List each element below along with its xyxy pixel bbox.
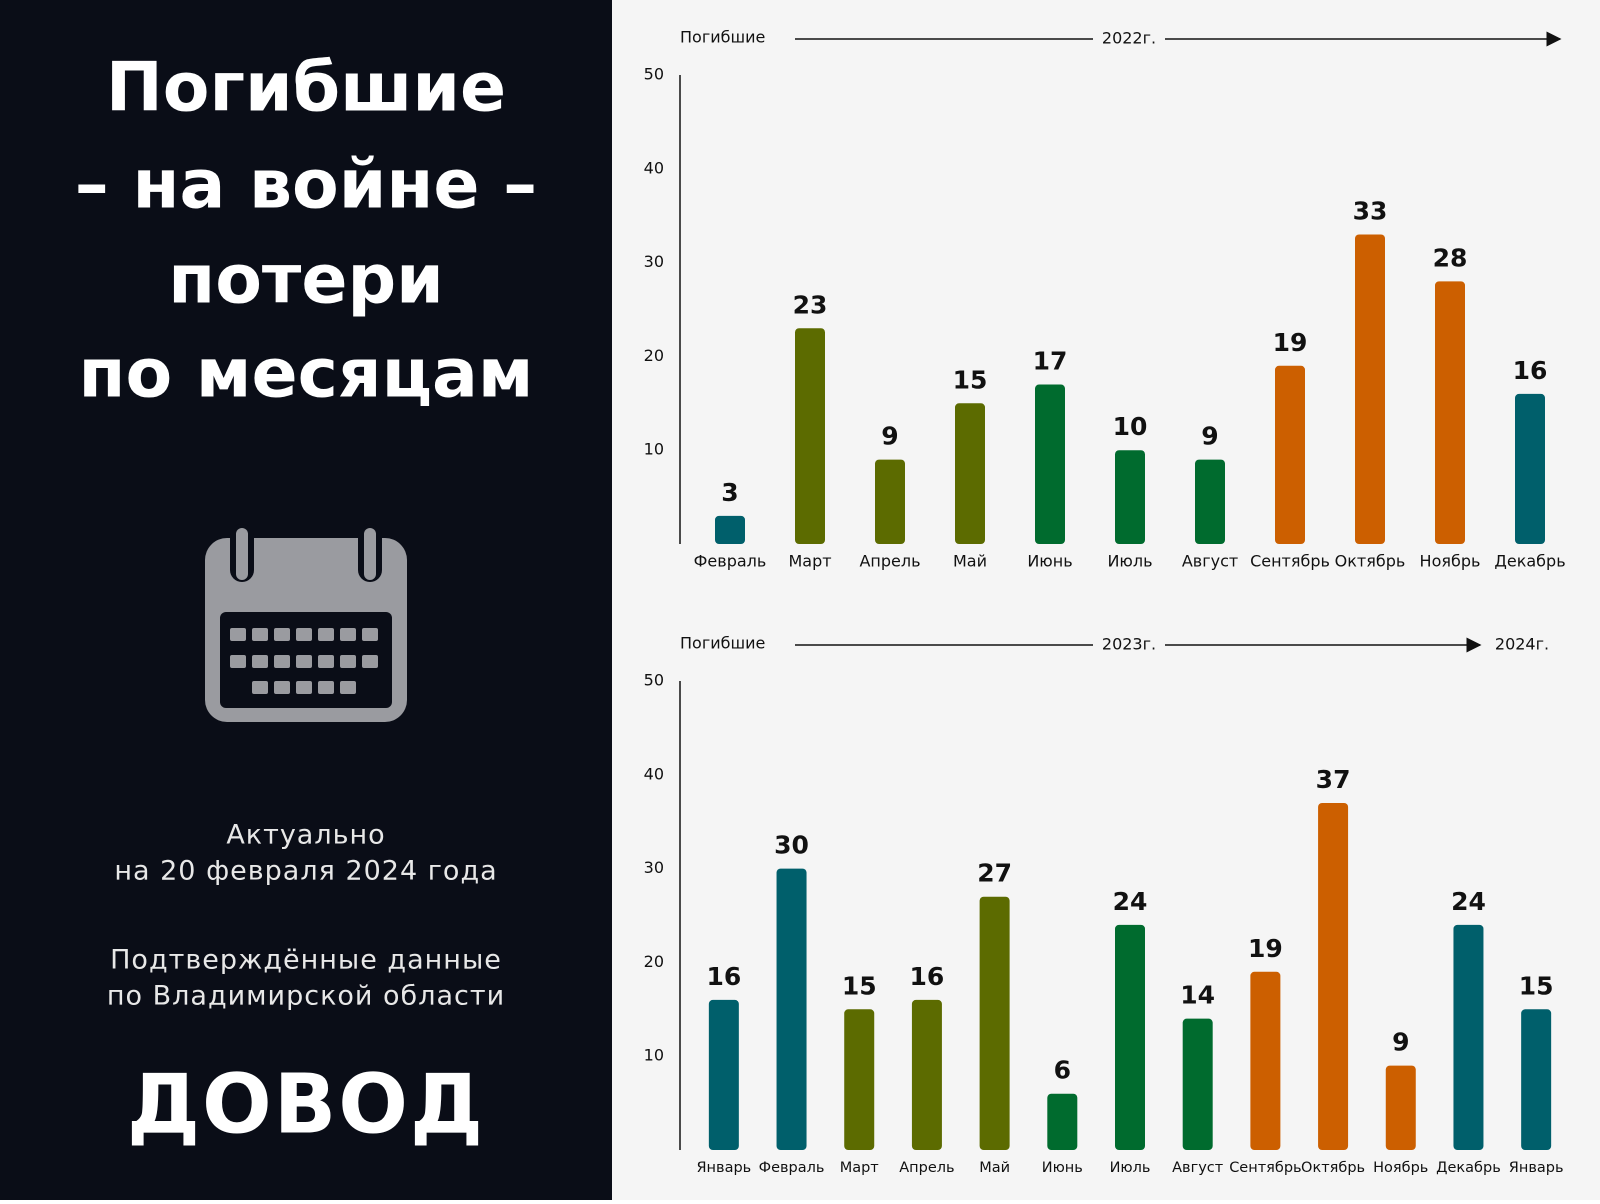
date-note: Актуально <box>226 820 385 851</box>
value-label: 17 <box>1033 347 1068 376</box>
bar <box>1047 1093 1078 1150</box>
bar <box>1453 924 1484 1150</box>
value-label: 15 <box>842 971 877 1000</box>
value-label: 3 <box>721 478 738 507</box>
date-note: на 20 февраля 2024 года <box>114 856 497 887</box>
bar <box>1115 450 1145 544</box>
bar <box>708 999 739 1150</box>
x-tick-label: Апрель <box>859 552 920 571</box>
y-tick-label: 50 <box>644 671 664 690</box>
bar <box>1115 924 1145 1150</box>
y-tick-label: 50 <box>644 65 664 84</box>
y-tick-label: 10 <box>644 440 664 459</box>
y-tick-label: 10 <box>644 1046 664 1065</box>
logo: ДОВОД <box>127 1057 485 1152</box>
bar <box>1318 802 1349 1150</box>
value-label: 24 <box>1113 887 1148 916</box>
y-tick-label: 20 <box>644 346 664 365</box>
value-label: 19 <box>1248 934 1283 963</box>
value-label: 16 <box>706 962 741 991</box>
bar <box>911 999 942 1150</box>
x-tick-label: Сентябрь <box>1250 552 1330 571</box>
value-label: 15 <box>1519 971 1554 1000</box>
x-tick-label: Ноябрь <box>1373 1160 1428 1176</box>
y-tick-label: 40 <box>644 764 664 783</box>
value-label: 23 <box>793 290 828 319</box>
source-note: по Владимирской области <box>107 981 505 1012</box>
bar <box>844 1009 875 1150</box>
x-tick-label: Август <box>1172 1160 1224 1176</box>
value-label: 6 <box>1054 1056 1071 1085</box>
value-label: 33 <box>1353 196 1388 225</box>
x-tick-label: Май <box>979 1160 1010 1176</box>
x-tick-label: Декабрь <box>1494 552 1565 571</box>
x-tick-label: Март <box>788 552 831 571</box>
x-tick-label: Июль <box>1110 1160 1151 1176</box>
value-label: 19 <box>1273 328 1308 357</box>
y-tick-label: 30 <box>644 858 664 877</box>
x-tick-label: Декабрь <box>1436 1160 1501 1176</box>
title-line: – на войне – <box>75 146 537 225</box>
value-label: 16 <box>910 962 945 991</box>
title-line: Погибшие <box>106 49 506 128</box>
bar <box>1515 393 1545 544</box>
bar <box>795 328 825 544</box>
value-label: 30 <box>774 831 809 860</box>
y-tick-label: 30 <box>644 252 664 271</box>
value-label: 9 <box>881 422 898 451</box>
x-tick-label: Август <box>1182 552 1238 571</box>
chart-panel <box>612 0 1600 1200</box>
value-label: 15 <box>953 365 988 394</box>
value-label: 10 <box>1113 412 1148 441</box>
value-label: 24 <box>1451 887 1486 916</box>
x-tick-label: Октябрь <box>1301 1160 1365 1176</box>
value-label: 9 <box>1201 422 1218 451</box>
x-tick-label: Январь <box>1509 1160 1564 1176</box>
x-tick-label: Ноябрь <box>1420 552 1481 571</box>
x-tick-label: Май <box>953 552 987 571</box>
y-tick-label: 20 <box>644 952 664 971</box>
x-tick-label: Январь <box>696 1160 751 1176</box>
bar <box>1182 1018 1213 1150</box>
period-label: 2024г. <box>1495 635 1549 654</box>
bar <box>1275 365 1305 544</box>
bar <box>715 515 745 544</box>
x-tick-label: Июль <box>1107 552 1152 571</box>
bar <box>1355 234 1385 544</box>
bar <box>1250 971 1281 1150</box>
value-label: 27 <box>977 859 1012 888</box>
bar <box>776 868 807 1150</box>
x-tick-label: Июнь <box>1027 552 1072 571</box>
bar <box>979 896 1010 1150</box>
y-tick-label: 40 <box>644 158 664 177</box>
bar <box>1521 1009 1552 1150</box>
bar <box>955 403 985 544</box>
calendar-icon <box>205 524 407 722</box>
y-axis-label: Погибшие <box>680 28 765 47</box>
bar <box>875 459 905 544</box>
period-label: 2023г. <box>1102 635 1156 654</box>
period-label: 2022г. <box>1102 29 1156 48</box>
bar <box>1195 459 1225 544</box>
x-tick-label: Июнь <box>1042 1160 1083 1176</box>
title-line: потери <box>168 241 444 320</box>
value-label: 9 <box>1392 1028 1409 1057</box>
title-line: по месяцам <box>79 335 534 414</box>
x-tick-label: Октябрь <box>1335 552 1406 571</box>
bar <box>1385 1065 1416 1150</box>
value-label: 37 <box>1316 765 1351 794</box>
bar <box>1035 384 1065 544</box>
value-label: 28 <box>1433 243 1468 272</box>
source-note: Подтверждённые данные <box>110 945 502 976</box>
x-tick-label: Сентябрь <box>1229 1160 1301 1176</box>
x-tick-label: Февраль <box>694 552 767 571</box>
value-label: 16 <box>1513 356 1548 385</box>
x-tick-label: Апрель <box>899 1160 954 1176</box>
x-tick-label: Февраль <box>759 1160 825 1176</box>
bar <box>1435 281 1465 544</box>
value-label: 14 <box>1180 981 1215 1010</box>
x-tick-label: Март <box>840 1160 880 1176</box>
y-axis-label: Погибшие <box>680 634 765 653</box>
